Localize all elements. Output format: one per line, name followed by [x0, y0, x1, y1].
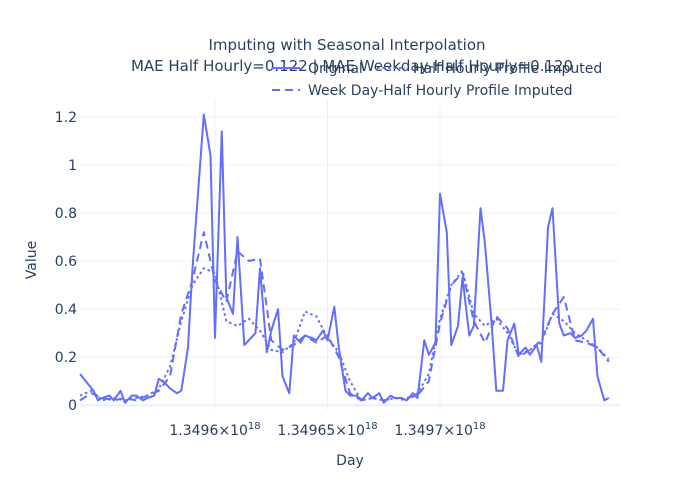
- y-axis-label: Value: [24, 241, 40, 279]
- chart-subtitle: MAE Half Hourly=0.122 | MAE Weekday-Half…: [131, 57, 573, 75]
- x-tick-label: 1.3496×1018: [169, 421, 260, 439]
- legend-item[interactable]: Week Day-Half Hourly Profile Imputed: [272, 83, 572, 99]
- chart-title: Imputing with Seasonal Interpolation: [208, 36, 485, 54]
- plot-area: [79, 113, 610, 404]
- x-tick-labels: 1.3496×1018 1.34965×1018 1.3497×1018: [169, 421, 485, 439]
- x-tick-label: 1.34965×1018: [277, 421, 377, 439]
- grid-lines: [80, 100, 620, 410]
- y-tick-label: 0.6: [55, 254, 77, 270]
- x-axis-label: Day: [336, 453, 364, 469]
- y-tick-label: 0: [68, 398, 77, 414]
- legend[interactable]: Original Half Hourly Profile Imputed Week …: [272, 61, 602, 99]
- y-tick-label: 0.8: [55, 206, 77, 222]
- legend-item[interactable]: Half Hourly Profile Imputed: [377, 61, 602, 77]
- y-tick-labels: 0 0.2 0.4 0.6 0.8 1 1.2: [55, 110, 77, 414]
- y-tick-label: 0.4: [55, 302, 77, 318]
- legend-label: Half Hourly Profile Imputed: [413, 61, 602, 77]
- legend-label: Original: [308, 61, 363, 77]
- legend-item[interactable]: Original: [272, 61, 363, 77]
- y-tick-label: 1.2: [55, 110, 77, 126]
- y-tick-label: 1: [68, 158, 77, 174]
- series-line-2[interactable]: [79, 267, 610, 402]
- series-line-1[interactable]: [79, 113, 610, 404]
- y-tick-label: 0.2: [55, 350, 77, 366]
- legend-label: Week Day-Half Hourly Profile Imputed: [308, 83, 572, 99]
- x-tick-label: 1.3497×1018: [394, 421, 485, 439]
- series-line-3[interactable]: [79, 231, 610, 402]
